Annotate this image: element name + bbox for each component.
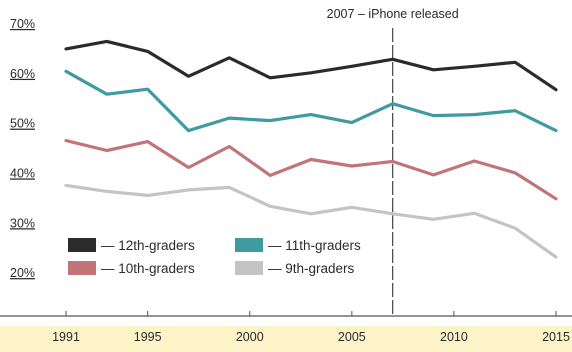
series-lines [64,39,558,259]
legend-label: — 9th-graders [268,261,355,276]
series-line-3 [64,139,558,201]
x-tick-label: 1991 [52,330,80,344]
y-tick-label: 50% [10,117,35,131]
y-tick-label: 70% [10,17,35,31]
series-line-1 [64,39,558,92]
legend-swatch [235,261,263,275]
x-tick-label: 2005 [338,330,366,344]
y-tick-label: 30% [10,216,35,230]
y-tick-labels: 70% 60% 50% 40% 30% 20% [10,17,35,280]
y-tick-label: 20% [10,266,35,280]
footer-band [0,326,572,352]
x-tick-labels: 1991 1995 2000 2005 2010 2015 [52,311,570,344]
series-line-2 [64,69,558,133]
legend-label: — 10th-graders [101,261,195,276]
legend-swatch [68,238,96,252]
legend-swatch [68,261,96,275]
x-tick-label: 2000 [236,330,264,344]
legend: — 12th-graders — 11th-graders — 10th-grade… [68,238,361,276]
y-tick-label: 60% [10,67,35,81]
legend-swatch [235,238,263,252]
legend-label: — 12th-graders [101,238,195,253]
x-tick-label: 2015 [542,330,570,344]
y-tick-label: 40% [10,166,35,180]
x-tick-label: 2010 [440,330,468,344]
iphone-annotation: 2007 – iPhone released [327,7,459,316]
x-tick-label: 1995 [134,330,162,344]
annotation-label: 2007 – iPhone released [327,7,459,21]
legend-label: — 11th-graders [268,238,361,253]
series-line-4 [64,183,558,259]
